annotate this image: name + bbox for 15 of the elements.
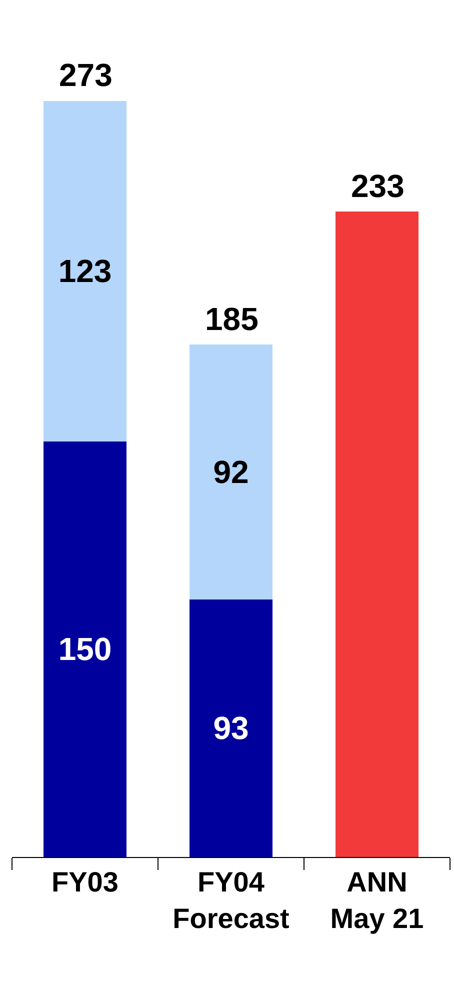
bar	[189, 344, 273, 600]
bar	[43, 100, 127, 442]
total-label: 185	[205, 301, 258, 337]
data-label: 92	[213, 454, 249, 490]
total-label: 233	[351, 168, 404, 204]
bar	[335, 212, 419, 857]
bar	[43, 441, 127, 857]
data-label: 123	[58, 253, 112, 290]
x-tick-label: FY03	[52, 866, 118, 898]
x-tick-label: FY04 Forecast	[172, 866, 290, 934]
x-tick-label: ANN May 21	[330, 866, 424, 934]
total-label: 273	[59, 57, 112, 93]
bar	[189, 599, 273, 857]
data-label: 93	[213, 710, 249, 746]
data-label: 150	[58, 631, 112, 668]
